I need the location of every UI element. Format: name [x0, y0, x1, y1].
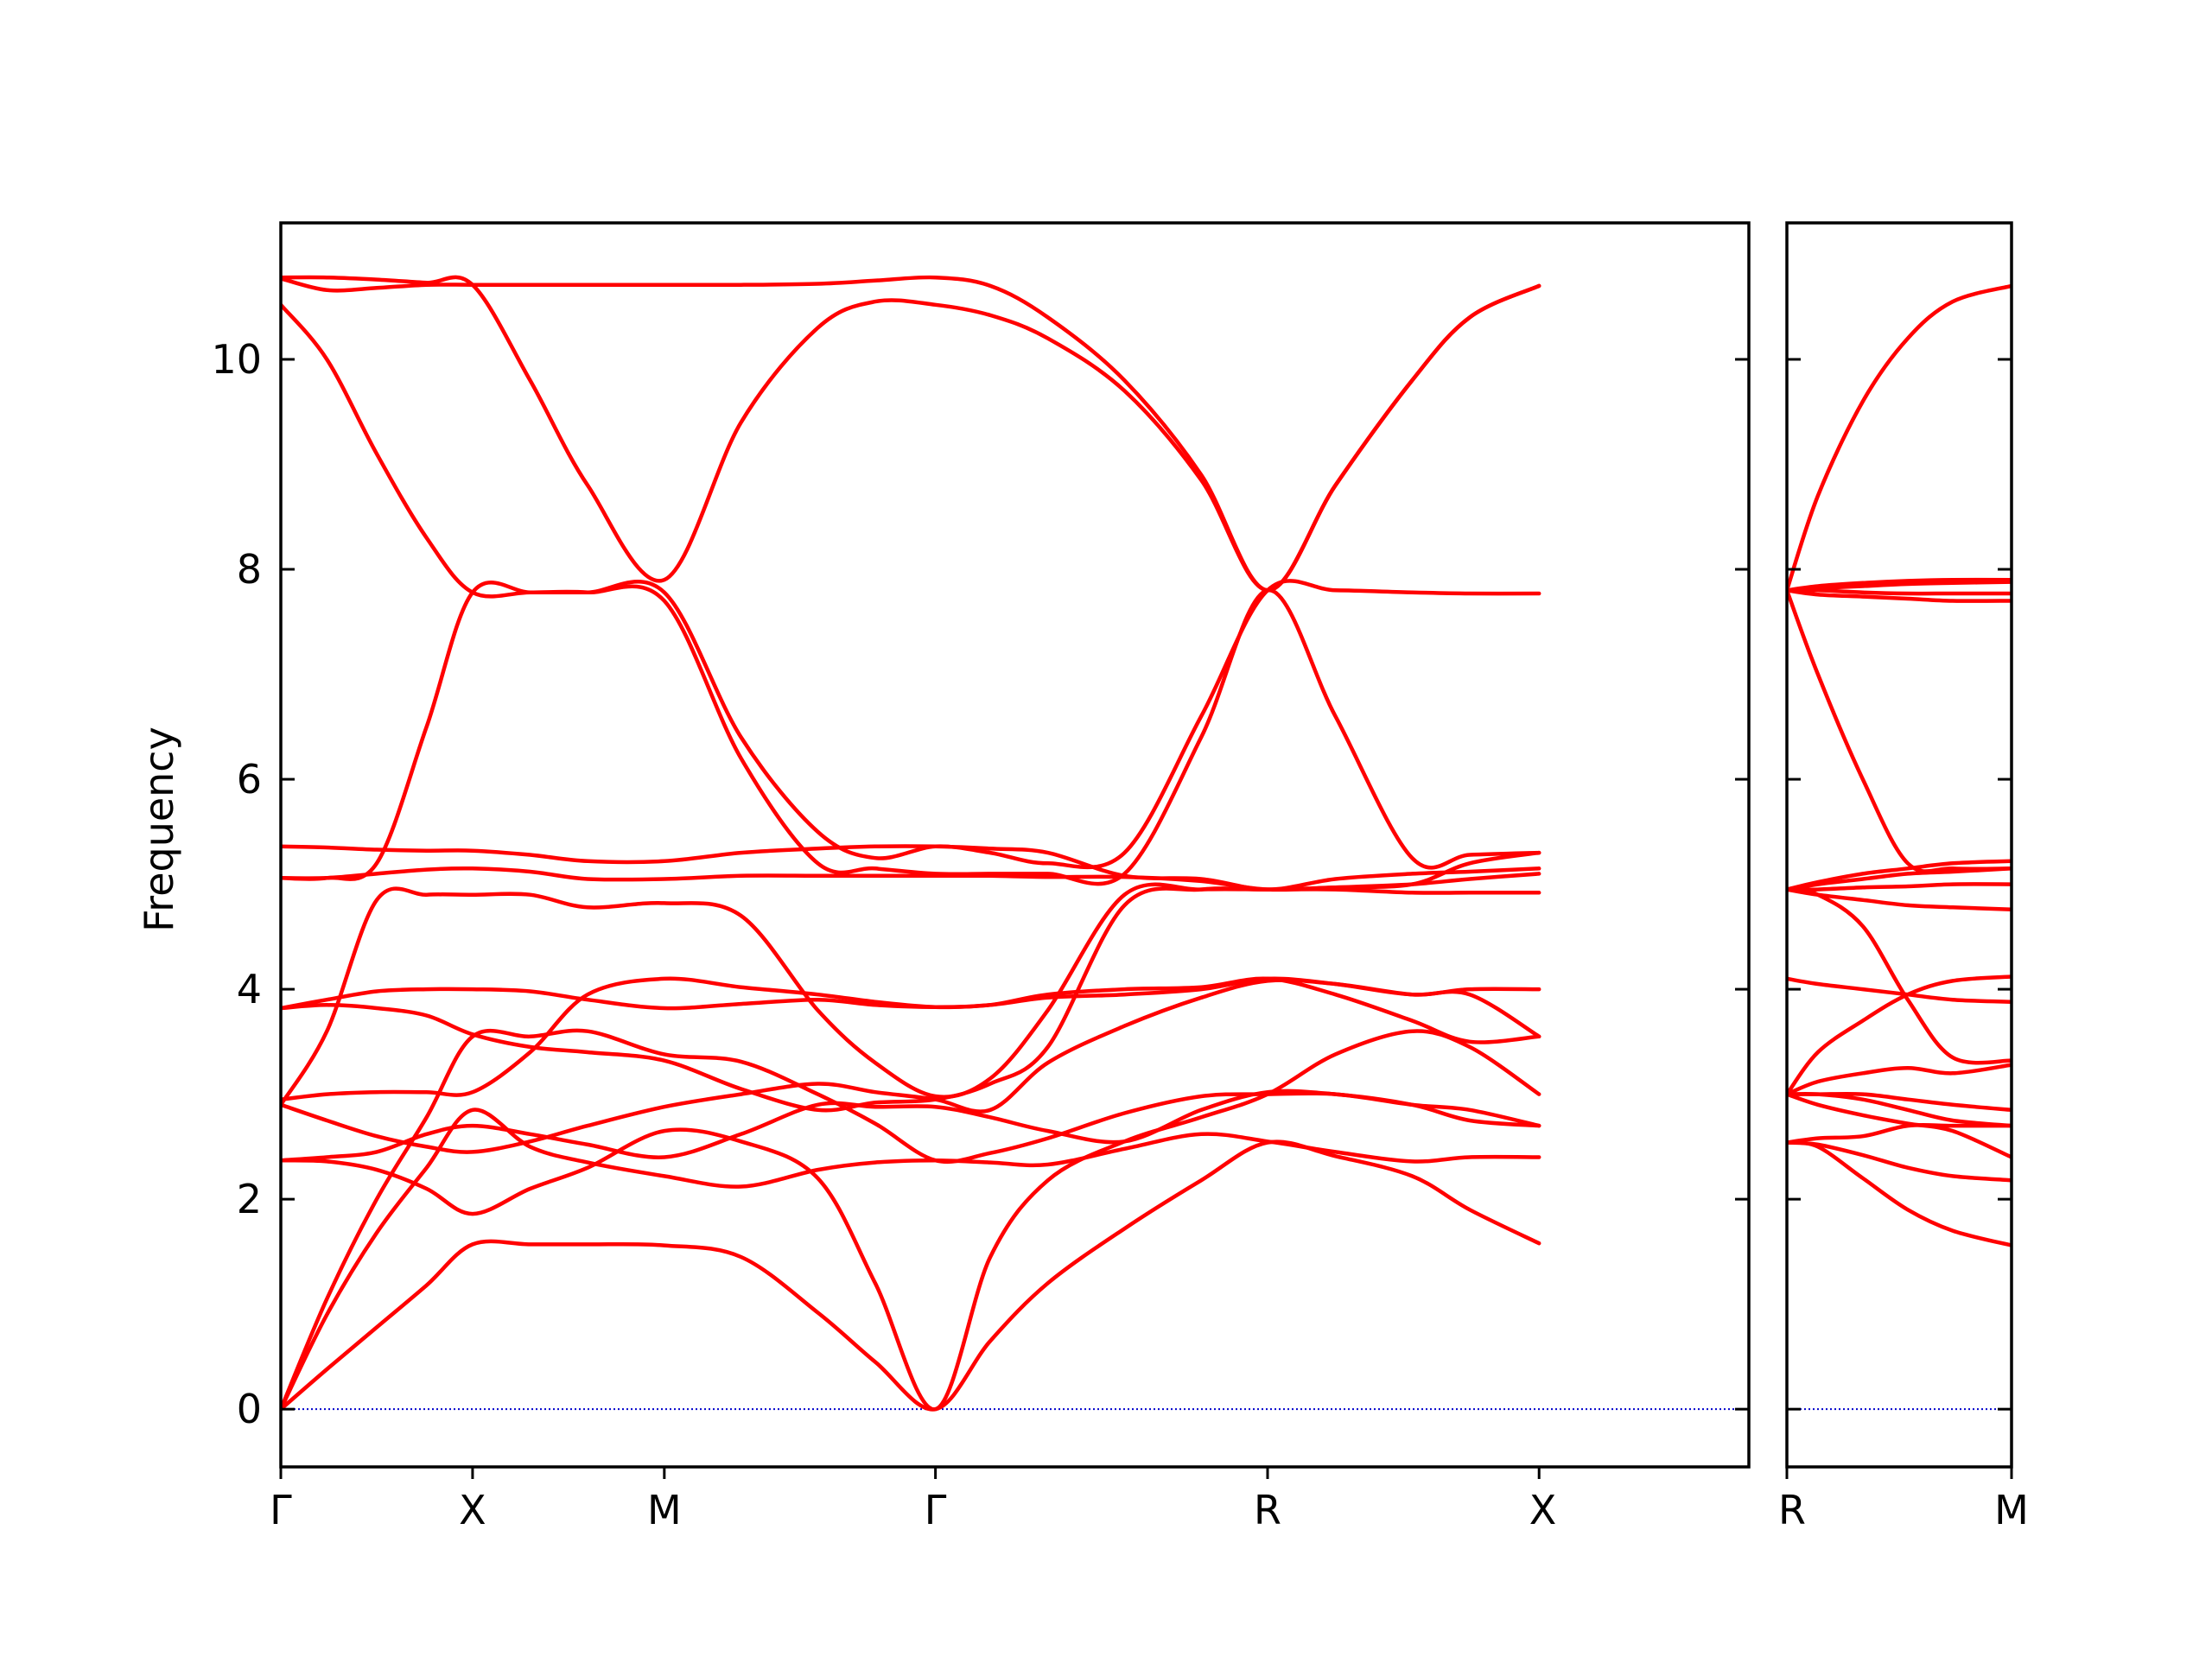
- x-tick-label: Γ: [925, 1487, 947, 1533]
- bands-group: [281, 275, 1541, 1412]
- band-line-15: [281, 275, 1541, 593]
- band-line-18: [1787, 580, 2012, 593]
- panel-frame: [279, 221, 1751, 1469]
- band-line-5: [281, 1089, 1541, 1163]
- band-line-11: [1787, 887, 2012, 911]
- y-tick-label: 2: [237, 1176, 262, 1222]
- band-line-13: [281, 581, 1541, 886]
- band-line-7: [281, 976, 1541, 1101]
- band-line-8: [1787, 974, 2012, 1096]
- y-tick-label: 6: [237, 756, 262, 803]
- band-line-14: [1787, 859, 2012, 892]
- y-tick-label: 10: [211, 336, 262, 383]
- x-tick-label: R: [1778, 1487, 1806, 1533]
- band-line-16: [1787, 588, 2012, 603]
- band-line-7: [1787, 1063, 2012, 1096]
- band-line-12: [1787, 882, 2012, 892]
- x-tick-label: X: [459, 1487, 486, 1533]
- band-line-14: [281, 302, 1541, 870]
- band-line-1: [1787, 1140, 2012, 1247]
- band-line-9: [1787, 976, 2012, 1004]
- band-line-10: [1787, 887, 2012, 1065]
- y-tick-label: 8: [237, 546, 262, 593]
- band-line-4: [1787, 1092, 2012, 1159]
- panel-1: 0 2 4 6 8 10 Γ X M Γ R X: [211, 221, 1751, 1533]
- band-line-2: [1787, 1140, 2012, 1183]
- x-tick-label: X: [1529, 1487, 1557, 1533]
- band-line-9: [281, 976, 1541, 1044]
- band-line-6: [1787, 1091, 2012, 1113]
- y-axis-title: Frequency: [136, 727, 182, 932]
- y-tick-label: 0: [237, 1386, 262, 1432]
- x-tick-label: Γ: [270, 1487, 292, 1533]
- band-line-12: [281, 844, 1541, 892]
- band-line-19: [1787, 577, 2012, 593]
- band-line-2: [281, 1108, 1541, 1412]
- bands-group: [1787, 283, 2012, 1247]
- panel-frame: [1785, 221, 2013, 1469]
- band-line-3: [1787, 1122, 2012, 1145]
- band-line-4: [281, 1029, 1541, 1412]
- band-line-10: [281, 882, 1541, 1108]
- x-tick-label: R: [1254, 1487, 1281, 1533]
- band-line-15: [1787, 588, 2012, 873]
- band-line-20: [1787, 283, 2012, 593]
- band-line-16: [281, 275, 1541, 593]
- x-tick-label: M: [1994, 1487, 2029, 1533]
- x-tick-label: M: [647, 1487, 682, 1533]
- y-tick-label: 4: [237, 966, 262, 1012]
- band-line-11: [281, 866, 1541, 892]
